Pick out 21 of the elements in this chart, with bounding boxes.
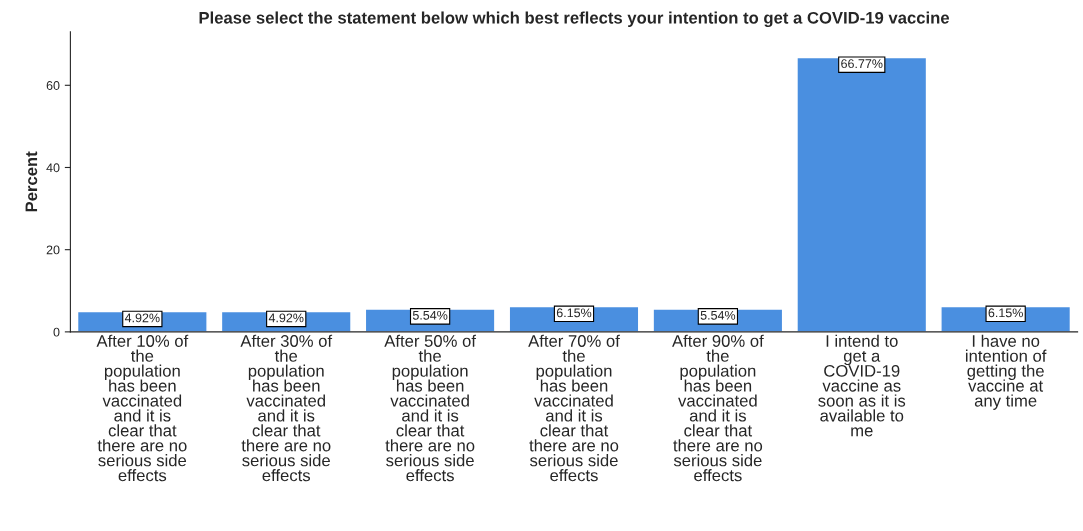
y-tick-label: 60 [46,81,60,90]
category-label: After 70% of the population has been vaccinated and it is clear that there are no serious side effects [528,334,620,482]
data-label: 4.92% [124,313,160,323]
data-label: 6.15% [556,308,592,318]
x-tick-label: I have no intention of getting the vaccine at any time [965,334,1047,410]
category-label: After 50% of the population has been vaccinated and it is clear that there are no serious side effects [384,334,476,482]
category-label: After 90% of the population has been vaccinated and it is clear that there are no serious side effects [672,334,764,482]
data-label: 4.92% [268,313,304,323]
bar [796,56,928,332]
data-label: 66.77% [841,59,883,69]
chart-title: Please select the statement below which best reflects your intention to get a COVID-19 vaccine [199,11,950,28]
y-tick-label: 40 [46,163,60,173]
category-label: After 30% of the population has been vaccinated and it is clear that there are no serious side effects [240,334,333,482]
x-tick-label: I intend to get a COVID-19 vaccine as soon as it is available to me [818,334,906,437]
data-label: 5.54% [412,310,448,320]
category-label: After 10% of the population has been vaccinated and it is clear that there are no serious side effects [96,334,189,482]
y-tick-label: 0 [53,327,60,337]
y-axis-title: Percent [25,151,38,212]
data-label: 6.15% [988,308,1023,318]
data-label: 5.54% [700,310,736,320]
y-tick-label: 20 [46,245,60,255]
